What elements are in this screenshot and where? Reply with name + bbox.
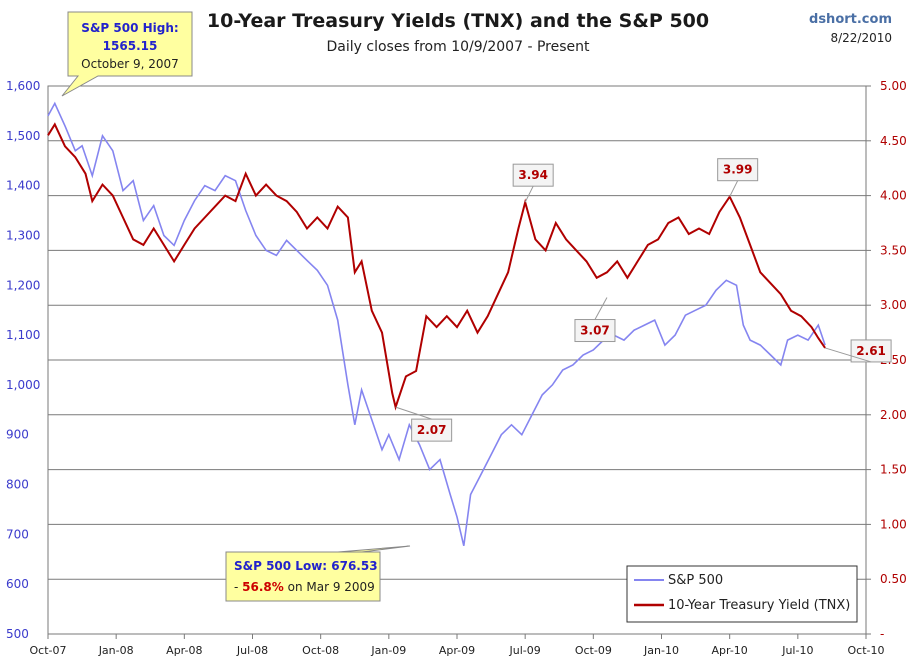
left-tick-label: 600 xyxy=(6,577,29,591)
chart-date: 8/22/2010 xyxy=(830,31,892,45)
tnx-series-line xyxy=(47,122,826,411)
right-tick-label: 4.50 xyxy=(880,134,907,148)
svg-text:1565.15: 1565.15 xyxy=(103,39,158,53)
svg-text:2.07: 2.07 xyxy=(417,423,447,437)
chart-subtitle: Daily closes from 10/9/2007 - Present xyxy=(327,39,590,55)
legend-tnx: 10-Year Treasury Yield (TNX) xyxy=(668,598,850,613)
left-tick-label: 700 xyxy=(6,527,29,541)
right-tick-label: 2.00 xyxy=(880,408,907,422)
x-tick-label: Oct-09 xyxy=(575,644,612,657)
left-tick-label: 500 xyxy=(6,627,29,641)
svg-text:3.07: 3.07 xyxy=(580,324,610,338)
x-tick-label: Jul-09 xyxy=(509,644,541,657)
svg-text:2.61: 2.61 xyxy=(856,344,886,358)
left-tick-label: 1,100 xyxy=(6,328,40,342)
x-tick-label: Oct-10 xyxy=(848,644,885,657)
x-tick-label: Jul-10 xyxy=(781,644,813,657)
svg-text:S&P 500 Low: 676.53: S&P 500 Low: 676.53 xyxy=(234,559,378,573)
left-tick-label: 1,000 xyxy=(6,378,40,392)
x-tick-label: Apr-10 xyxy=(712,644,748,657)
tnx-annotations: 3.94 3.07 3.99 2.07 2.61 xyxy=(395,158,892,442)
right-tick-label: 3.50 xyxy=(880,243,907,257)
x-tick-label: Oct-08 xyxy=(302,644,339,657)
left-tick-label: 1,200 xyxy=(6,278,40,292)
right-tick-label: - xyxy=(880,627,884,641)
right-tick-label: 3.00 xyxy=(880,298,907,312)
x-tick-label: Jul-08 xyxy=(236,644,268,657)
x-tick-label: Oct-07 xyxy=(30,644,67,657)
callout-sp500-low: S&P 500 Low: 676.53 - 56.8% on Mar 9 200… xyxy=(225,545,411,602)
left-axis: 500 600 700 800 900 1,000 1,100 1,200 1,300 1,400… xyxy=(6,79,40,641)
legend: S&P 500 10-Year Treasury Yield (TNX) xyxy=(626,565,858,623)
tnx-annotation-2-07: 2.07 xyxy=(395,406,453,442)
left-tick-label: 800 xyxy=(6,478,29,492)
svg-text:- 56.8% on Mar 9 2009: - 56.8% on Mar 9 2009 xyxy=(234,580,375,594)
right-tick-label: 0.50 xyxy=(880,572,907,586)
left-tick-label: 1,400 xyxy=(6,179,40,193)
gridlines xyxy=(48,140,866,580)
x-tick-label: Apr-08 xyxy=(166,644,202,657)
left-tick-label: 1,500 xyxy=(6,129,40,143)
svg-text:October 9, 2007: October 9, 2007 xyxy=(81,57,179,71)
x-tick-label: Jan-08 xyxy=(98,644,134,657)
right-tick-label: 1.00 xyxy=(880,517,907,531)
tnx-annotation-2-61: 2.61 xyxy=(824,339,892,363)
svg-text:S&P 500 High:: S&P 500 High: xyxy=(81,21,178,35)
x-axis: Oct-07 Jan-08 Apr-08 Jul-08 Oct-08 Jan-09 Apr-… xyxy=(30,634,885,657)
brand-label: dshort.com xyxy=(809,12,892,27)
left-tick-label: 900 xyxy=(6,428,29,442)
tnx-annotation-3-94: 3.94 xyxy=(512,163,554,203)
right-tick-label: 4.00 xyxy=(880,189,907,203)
x-tick-label: Jan-10 xyxy=(643,644,679,657)
x-tick-label: Apr-09 xyxy=(439,644,475,657)
right-tick-label: 1.50 xyxy=(880,463,907,477)
tnx-annotation-3-99: 3.99 xyxy=(717,158,759,197)
left-tick-label: 1,600 xyxy=(6,79,40,93)
svg-text:3.94: 3.94 xyxy=(518,168,548,182)
chart-title: 10-Year Treasury Yields (TNX) and the S&… xyxy=(207,10,709,32)
left-tick-label: 1,300 xyxy=(6,228,40,242)
sp500-series-line xyxy=(47,101,826,546)
callout-sp500-high: S&P 500 High: 1565.15 October 9, 2007 xyxy=(61,11,193,97)
right-tick-label: 5.00 xyxy=(880,79,907,93)
legend-sp500: S&P 500 xyxy=(668,573,723,588)
x-tick-label: Jan-09 xyxy=(370,644,406,657)
tnx-annotation-3-07: 3.07 xyxy=(574,297,616,343)
svg-text:3.99: 3.99 xyxy=(723,163,753,177)
